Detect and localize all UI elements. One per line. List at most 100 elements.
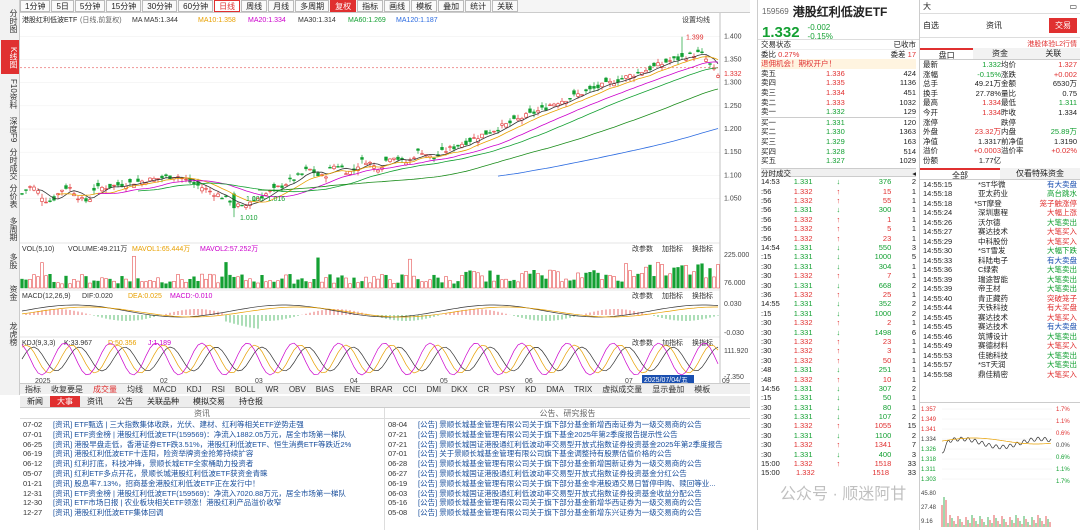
news-tab-5[interactable]: 模拟交易 (193, 397, 225, 406)
period-btn-15[interactable]: 统计 (465, 0, 492, 12)
stats-tab-0[interactable]: 盘口 (920, 48, 974, 60)
news-title[interactable]: [公告] 景顺长城基金管理有限公司关于旗下部分基金非港股通交易日暂停申购、赎回等… (418, 478, 716, 488)
flow-stock[interactable]: 沃尔德 (978, 217, 1001, 227)
news-item[interactable]: 06-19 [资讯] 港股红利低波ETF十连阳，险资举牌资金抢筹持续扩容 (23, 449, 381, 459)
news-item[interactable]: 06-12 [资讯] 红利打底，科技冲锋，景顺长城ETF全家桶助力投资者 (23, 459, 381, 469)
news-title[interactable]: [资讯] ETF市场日报 | 农业板块相关ETF领涨！港股红利产品溢价收窄 (53, 498, 282, 508)
flow-row[interactable]: 14:55:33 科陆电子 有大卖盘 (923, 256, 1077, 266)
font-size-button[interactable]: 大 (923, 2, 931, 11)
panel-tool-link[interactable]: 换指标 (692, 291, 713, 300)
trade-button[interactable]: 交易 (1049, 18, 1077, 33)
news-title[interactable]: [公告] 景顺长城基金管理有限公司关于旗下部分基金新增东兴证券为一级交易商的公告 (418, 508, 702, 518)
flow-stock[interactable]: 赛达技术 (978, 322, 1008, 332)
panel-tool-link[interactable]: 改参数 (632, 291, 653, 300)
news-item[interactable]: 07-21 [公告] 景顺长城国证港股通红利低波动率交易型开放式指数证券投资基金2… (388, 440, 747, 450)
flow-row[interactable]: 14:55:46 筑博设计 大笔卖出 (923, 332, 1077, 342)
flow-stock[interactable]: 瑞途智能 (978, 274, 1008, 284)
news-title[interactable]: [公告] 景顺长城基金管理有限公司关于旗下部分基金新增国新证券为一级交易商的公告 (418, 459, 702, 469)
news-title[interactable]: [资讯] 红利打底，科技冲锋，景顺长城ETF全家桶助力投资者 (53, 459, 254, 469)
flow-stock[interactable]: *ST雪发 (978, 246, 1006, 256)
news-title[interactable]: [资讯] ETF资金榜 | 港股红利低波ETF(159569)：净流入7020.… (53, 488, 346, 498)
panel-tool-link[interactable]: 加指标 (662, 338, 683, 347)
period-btn-12[interactable]: 画线 (384, 0, 411, 12)
flow-stock[interactable]: 天铁科技 (978, 303, 1008, 313)
news-item[interactable]: 07-01 [公告] 关于景顺长城基金管理有限公司旗下基金调整持有股票估值价格的公… (388, 449, 747, 459)
flow-row[interactable]: 14:55:15 *ST华微 有大卖盘 (923, 180, 1077, 190)
flow-stock[interactable]: 中科股份 (978, 236, 1008, 246)
mini-intraday-chart[interactable]: 1.357 1.349 1.341 1.334 1.326 1.318 1.311 1.303… (920, 402, 1080, 530)
news-title[interactable]: [资讯] ETF资金榜 | 港股红利低波ETF(159569)：净流入1882.… (53, 429, 346, 439)
left-tab-4[interactable]: 分时成交 (9, 148, 18, 180)
indicator-tab-18[interactable]: KD (525, 384, 537, 394)
flow-row[interactable]: 14:55:58 鼎佳精密 大笔买入 (923, 370, 1077, 380)
ma-setting-link[interactable]: 设置均线 (682, 15, 710, 24)
flow-row[interactable]: 14:55:29 中科股份 大笔买入 (923, 237, 1077, 247)
indicator-tab-5[interactable]: KDJ (186, 384, 202, 394)
flow-row[interactable]: 14:55:39 瑞途智能 大笔卖出 (923, 275, 1077, 285)
news-item[interactable]: 05-08 [公告] 景顺长城基金管理有限公司关于旗下部分基金新增东兴证券为一级交… (388, 508, 747, 518)
indicator-tab-3[interactable]: 均线 (127, 384, 143, 394)
period-btn-8[interactable]: 月线 (268, 0, 295, 12)
indicator-tab-20[interactable]: TRIX (574, 384, 593, 394)
news-item[interactable]: 08-04 [公告] 景顺长城基金管理有限公司关于旗下部分基金新增西南证券为一级交… (388, 420, 747, 430)
stats-tab-2[interactable]: 关联 (1045, 49, 1062, 58)
flow-row[interactable]: 14:55:39 帝王材 大笔卖出 (923, 284, 1077, 294)
period-btn-3[interactable]: 15分钟 (106, 0, 142, 12)
news-item[interactable]: 12-31 [资讯] ETF资金榜 | 港股红利低波ETF(159569)：净流入… (23, 489, 381, 499)
indicator-tab-10[interactable]: BIAS (315, 384, 334, 394)
panel-tool-link[interactable]: 换指标 (692, 338, 713, 347)
period-btn-6[interactable]: 日线 (214, 0, 241, 12)
flow-tab-0[interactable]: 全部 (920, 167, 1000, 180)
flow-row[interactable]: 14:55:36 C绿索 大笔卖出 (923, 265, 1077, 275)
flow-row[interactable]: 14:55:45 赛达技术 有大卖盘 (923, 322, 1077, 332)
news-item[interactable]: 05-07 [资讯] 红利ETF多点开花，景顺长城港股红利低波ETF获资金青睐 (23, 469, 381, 479)
flow-stock[interactable]: *ST华微 (978, 179, 1006, 189)
flow-stock[interactable]: C绿索 (978, 265, 999, 275)
promo-link[interactable]: 退佣机会！期权开户！ (761, 59, 836, 69)
news-item[interactable]: 07-21 [公告] 景顺长城基金管理有限公司关于旗下基金2025年第2季度报告提… (388, 430, 747, 440)
l2-promo[interactable]: 港股体验L2行情 (1027, 41, 1077, 48)
flow-stock[interactable]: *ST摩登 (974, 198, 1002, 208)
left-tab-7[interactable]: 多股 (9, 253, 18, 269)
flow-row[interactable]: 14:55:18 亚太药业 高台跳水 (923, 189, 1077, 199)
indicator-tab-23[interactable]: 模板 (694, 384, 711, 394)
news-title[interactable]: [资讯] 股息率7.13%，招商基金港股红利低波ETF正在发行中！ (53, 478, 260, 488)
news-item[interactable]: 06-28 [公告] 景顺长城基金管理有限公司关于旗下部分基金新增国新证券为一级交… (388, 459, 747, 469)
panel-tool-link[interactable]: 换指标 (692, 244, 713, 253)
period-btn-7[interactable]: 周线 (241, 0, 268, 12)
news-item[interactable]: 06-03 [公告] 景顺长城国证港股通红利低波动率交易型开放式指数证券投资基金收… (388, 489, 747, 499)
flow-stock[interactable]: 佳驰科技 (978, 350, 1008, 360)
news-item[interactable]: 12-27 [资讯] 港股红利低波ETF集体回调 (23, 508, 381, 518)
flow-row[interactable]: 14:55:30 *ST雪发 大幅下跌 (923, 246, 1077, 256)
indicator-tab-2[interactable]: 成交量 (93, 384, 117, 394)
news-title[interactable]: [资讯] 港股红利低波ETF集体回调 (53, 508, 164, 518)
flow-row[interactable]: 14:55:40 青正藏药 突破笼子 (923, 294, 1077, 304)
flow-row[interactable]: 14:55:24 深圳惠程 大幅上涨 (923, 208, 1077, 218)
orderbook-row[interactable]: 卖二 1.333 1032 (761, 98, 916, 108)
news-title[interactable]: [公告] 景顺长城国证港股通红利低波动率交易型开放式指数证券投资基金2025年第… (418, 439, 723, 449)
flow-row[interactable]: 14:55:44 天铁科技 有大买盘 (923, 303, 1077, 313)
left-tab-2[interactable]: F10资料 (9, 79, 18, 109)
panel-tool-link[interactable]: 加指标 (662, 291, 683, 300)
news-item[interactable]: 06-27 [公告] 景顺长城国证港股通红利低波动率交易型开放式指数证券投资基金分… (388, 469, 747, 479)
news-title[interactable]: [公告] 景顺长城基金管理有限公司关于旗下基金2025年第2季度报告提示性公告 (418, 429, 678, 439)
left-tab-8[interactable]: 资金 (9, 285, 18, 301)
flow-tab-1[interactable]: 仅看特殊资金 (1016, 168, 1064, 178)
left-tab-5[interactable]: 分价表 (9, 184, 18, 208)
flow-stock[interactable]: 深圳惠程 (978, 208, 1008, 218)
left-tab-6[interactable]: 多周期 (9, 217, 18, 241)
flow-stock[interactable]: 科陆电子 (978, 255, 1008, 265)
indicator-tab-0[interactable]: 指标 (25, 384, 41, 394)
flow-stock[interactable]: 亚太药业 (978, 189, 1008, 199)
orderbook-row[interactable]: 卖四 1.335 1136 (761, 78, 916, 88)
period-btn-2[interactable]: 5分钟 (74, 0, 106, 12)
ticks-expand-icon[interactable]: ◂ (912, 168, 916, 178)
news-tab-3[interactable]: 公告 (117, 397, 133, 406)
info-button[interactable]: 资讯 (986, 21, 1002, 30)
flow-row[interactable]: 14:55:26 沃尔德 大笔卖出 (923, 218, 1077, 228)
flow-stock[interactable]: 筑博设计 (978, 331, 1008, 341)
watchlist-button[interactable]: 自选 (923, 21, 939, 30)
news-item[interactable]: 12-30 [资讯] ETF市场日报 | 农业板块相关ETF领涨！港股红利产品溢价… (23, 498, 381, 508)
news-title[interactable]: [公告] 景顺长城国证港股通红利低波动率交易型开放式指数证券投资基金收益分配公告 (418, 488, 702, 498)
left-tab-0[interactable]: 分时图 (9, 9, 18, 33)
